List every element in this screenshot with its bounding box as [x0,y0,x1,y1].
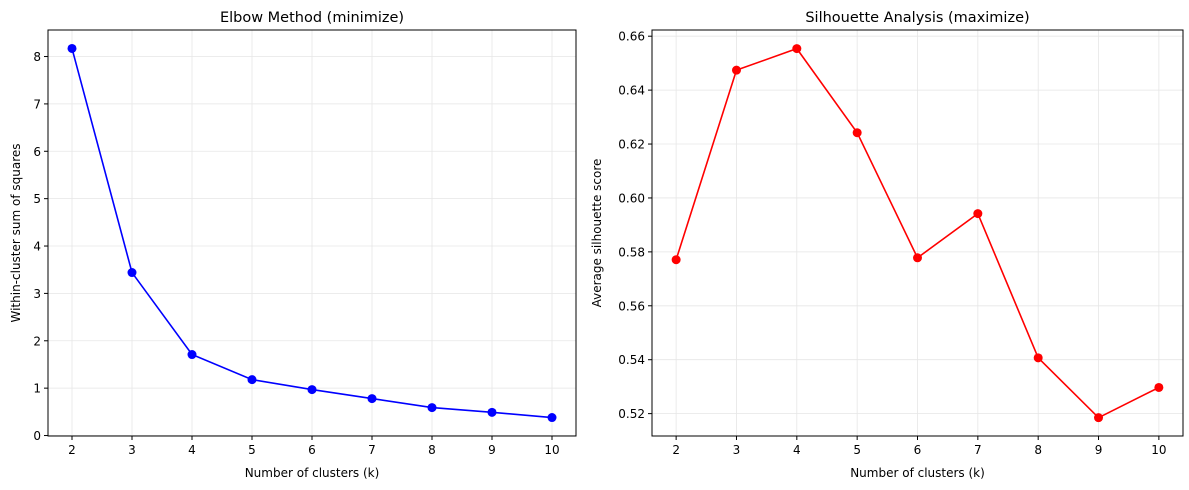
x-tick-label: 4 [793,443,801,457]
x-tick-label: 7 [368,443,376,457]
data-point [1033,353,1043,363]
chart-title: Silhouette Analysis (maximize) [805,10,1029,26]
y-tick-label: 0.58 [618,245,645,259]
data-point [427,403,437,413]
data-point [913,253,922,263]
data-point [792,44,802,54]
x-axis-label: Number of clusters (k) [245,466,380,480]
y-axis-label: Within-cluster sum of squares [9,143,23,322]
data-point [1094,413,1104,423]
chart-1: 2 3 4 5 6 7 8 9 10 0 1 2 3 4 5 6 7 8 Elbow Method (minimiz… [9,10,577,480]
axes-frame [651,29,1184,437]
x-tick-label: 9 [488,443,496,457]
x-tick-label: 7 [974,443,982,457]
x-tick-label: 6 [308,443,316,457]
data-point [547,413,557,423]
data-point [1154,382,1164,392]
x-tick-label: 10 [544,443,559,457]
data-point [367,394,377,404]
x-tick-label: 6 [914,443,922,457]
data-point [127,268,137,278]
x-tick-label: 9 [1095,443,1103,457]
data-point [487,407,497,417]
x-tick-label: 10 [1151,443,1166,457]
x-tick-label: 3 [128,443,136,457]
y-tick-label: 4 [33,240,41,254]
data-point [731,65,741,75]
y-tick-label: 5 [33,192,41,206]
y-tick-label: 0.56 [618,299,645,313]
y-tick-label: 8 [33,50,41,64]
data-point [187,350,197,360]
x-tick-label: 2 [68,443,76,457]
y-tick-label: 0.54 [618,353,645,367]
y-tick-label: 3 [33,287,41,301]
y-tick-label: 7 [33,97,41,111]
x-tick-label: 8 [1034,443,1042,457]
data-point [247,375,257,385]
x-axis-label: Number of clusters (k) [850,466,985,480]
y-tick-label: 2 [33,334,41,348]
x-tick-label: 2 [672,443,680,457]
data-point [852,128,862,138]
y-tick-label: 6 [33,145,41,159]
y-tick-label: 0.62 [618,138,645,152]
y-tick-label: 0 [33,429,41,443]
data-point [671,255,681,265]
x-tick-label: 8 [428,443,436,457]
data-point [67,43,77,53]
x-tick-label: 5 [853,443,861,457]
y-tick-label: 0.64 [618,84,645,98]
chart-title: Elbow Method (minimize) [220,10,404,26]
chart-2: 2 3 4 5 6 7 8 9 10 0.52 0.54 0.56 0.58 0.60 0.62 0.64 0.… [590,10,1184,480]
axes-frame [47,29,577,437]
x-tick-label: 5 [248,443,256,457]
y-tick-label: 1 [33,382,41,396]
y-tick-label: 0.66 [618,30,645,44]
data-point [307,385,317,395]
data-point [973,209,983,219]
x-tick-label: 4 [188,443,196,457]
x-tick-label: 3 [733,443,741,457]
y-tick-label: 0.52 [618,407,645,421]
y-tick-label: 0.60 [618,191,645,205]
y-axis-label: Average silhouette score [590,159,604,308]
